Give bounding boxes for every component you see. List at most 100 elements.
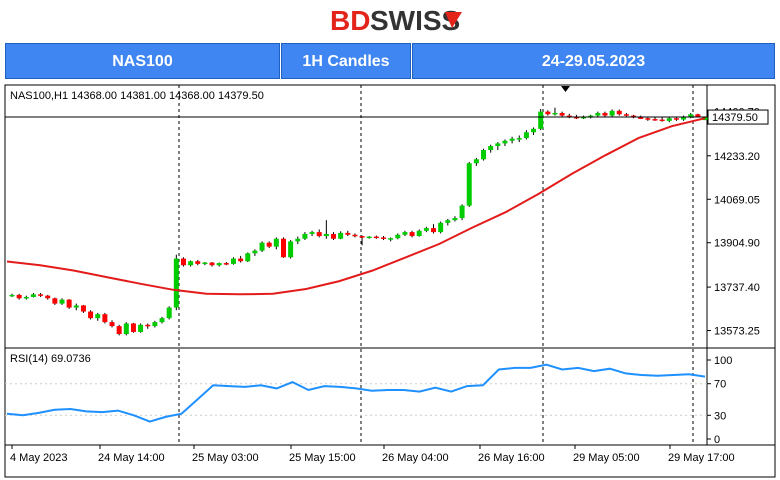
- rsi-label: RSI(14) 69.0736: [10, 353, 91, 365]
- candle-body: [109, 322, 115, 327]
- time-tick-label: 26 May 16:00: [478, 452, 545, 464]
- candle: [488, 144, 494, 153]
- candle-body: [323, 233, 329, 237]
- candle: [473, 157, 479, 166]
- candle-body: [666, 118, 672, 121]
- candle-body: [95, 314, 101, 319]
- candle: [452, 216, 458, 222]
- candle: [88, 310, 94, 320]
- brand-arrow-icon: [445, 12, 462, 28]
- chart-title: NAS100,H1 14368.00 14381.00 14368.00 143…: [10, 90, 264, 102]
- candle-body: [123, 323, 129, 335]
- candle-body: [595, 112, 601, 116]
- candle-body: [473, 159, 479, 164]
- candle-body: [152, 322, 158, 327]
- candle-body: [588, 115, 594, 118]
- candle: [338, 231, 344, 240]
- candle: [602, 111, 608, 117]
- candle-body: [673, 118, 679, 120]
- candle-body: [230, 258, 236, 264]
- candle: [595, 111, 601, 117]
- candle: [130, 322, 136, 333]
- candle-body: [16, 294, 22, 299]
- brand-part2: SWISS: [370, 5, 460, 36]
- candle-body: [80, 305, 86, 312]
- candle: [230, 257, 236, 265]
- time-tick-label: 25 May 03:00: [192, 452, 259, 464]
- candle: [381, 236, 387, 241]
- candle-body: [330, 233, 336, 239]
- candle-body: [338, 232, 344, 239]
- candle-body: [145, 324, 151, 327]
- candle-body: [73, 305, 79, 308]
- candle: [423, 226, 429, 233]
- candle-body: [52, 298, 58, 304]
- candle: [395, 233, 401, 240]
- candle: [123, 322, 129, 336]
- candle-body: [138, 324, 144, 332]
- candle: [216, 262, 222, 267]
- candle: [295, 236, 301, 245]
- candle-body: [645, 118, 651, 120]
- candle: [95, 312, 101, 321]
- header-symbol: NAS100: [5, 43, 280, 79]
- candle-body: [616, 110, 622, 115]
- candle-body: [23, 296, 29, 299]
- candle: [416, 229, 422, 237]
- candle-body: [188, 261, 194, 266]
- candle: [431, 224, 437, 234]
- candle: [302, 232, 308, 241]
- candle-body: [638, 117, 644, 119]
- candle-body: [288, 241, 294, 258]
- candle: [345, 230, 351, 237]
- candle: [509, 136, 515, 144]
- candle-body: [631, 115, 637, 118]
- candle-body: [252, 250, 258, 254]
- candle: [438, 221, 444, 234]
- candle: [9, 293, 15, 297]
- candle: [209, 262, 215, 267]
- candle-body: [66, 299, 72, 308]
- candle: [516, 135, 522, 143]
- candle: [531, 127, 537, 135]
- candle: [259, 241, 265, 252]
- time-tick-label: 29 May 17:00: [668, 452, 735, 464]
- candle: [288, 240, 294, 259]
- rsi-tick-label: 70: [714, 379, 726, 391]
- candle: [252, 249, 258, 256]
- candle-body: [681, 116, 687, 120]
- candle-body: [130, 323, 136, 332]
- candle: [495, 142, 501, 151]
- candle: [16, 293, 22, 300]
- candle: [138, 323, 144, 333]
- last-price-label: 14379.50: [712, 112, 758, 124]
- candle: [523, 130, 529, 140]
- candle: [323, 220, 329, 239]
- candle: [45, 294, 51, 300]
- rsi-tick-label: 100: [714, 355, 732, 367]
- candle-body: [652, 119, 658, 121]
- brand-logo: BD SWISS: [330, 5, 462, 36]
- candle-body: [59, 299, 65, 304]
- candle-body: [381, 237, 387, 239]
- candle: [80, 304, 86, 313]
- candle: [466, 161, 472, 207]
- candle-body: [509, 138, 515, 141]
- candle: [309, 230, 315, 237]
- candle: [681, 115, 687, 121]
- candle: [223, 262, 229, 266]
- candle-body: [345, 232, 351, 235]
- candle: [238, 255, 244, 263]
- candle-body: [545, 111, 551, 115]
- candle-body: [516, 138, 522, 140]
- candle: [109, 320, 115, 328]
- price-tick-label: 14069.05: [714, 194, 760, 206]
- candle-body: [423, 228, 429, 231]
- candle: [409, 230, 415, 238]
- candle-body: [466, 163, 472, 206]
- candle: [159, 316, 165, 324]
- time-tick-label: 29 May 05:00: [573, 452, 640, 464]
- chart-header-bar: NAS100 1H Candles 24-29.05.2023: [5, 43, 775, 79]
- candle: [30, 293, 36, 298]
- candle: [538, 108, 544, 131]
